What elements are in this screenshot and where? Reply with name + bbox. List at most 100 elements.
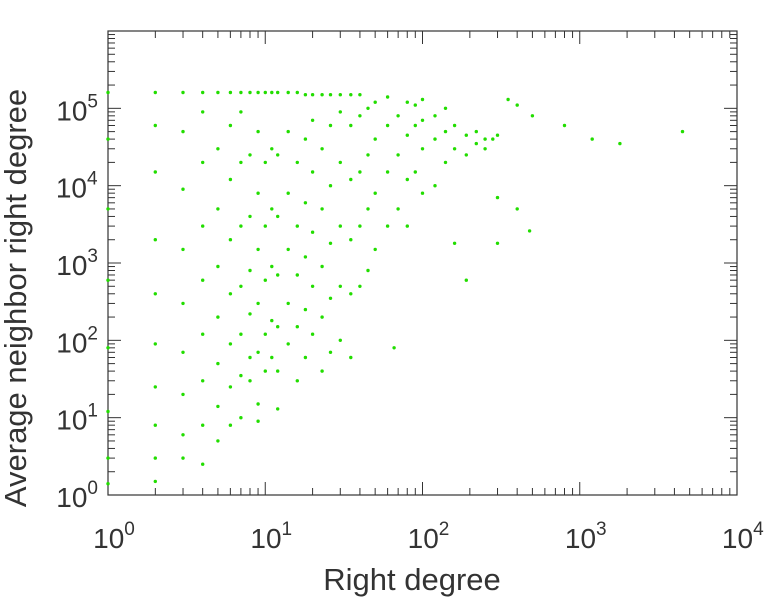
data-point <box>310 170 315 174</box>
data-point <box>328 350 333 354</box>
data-point <box>349 93 353 97</box>
data-point <box>338 110 342 114</box>
data-point <box>239 284 243 288</box>
tick-exponent: 2 <box>439 519 450 540</box>
data-point <box>303 201 308 205</box>
x-tick-labels: 100 101 102 103 104 <box>93 519 764 554</box>
y-tick-label: 102 <box>56 323 98 358</box>
x-tick-label: 100 <box>93 519 135 554</box>
data-point <box>452 147 457 151</box>
y-tick-label: 101 <box>56 401 98 436</box>
data-point <box>270 147 274 151</box>
data-point <box>239 160 243 165</box>
data-point <box>303 137 308 141</box>
data-point <box>228 177 233 182</box>
data-point <box>228 90 233 95</box>
data-point <box>349 177 353 182</box>
data-point <box>216 207 220 211</box>
data-point <box>276 273 280 277</box>
x-tick-label: 101 <box>250 519 292 554</box>
data-point <box>201 90 205 95</box>
data-point <box>153 123 157 128</box>
data-point <box>303 307 308 312</box>
data-point <box>320 369 324 373</box>
data-point <box>385 123 390 128</box>
data-point <box>106 90 110 95</box>
data-point <box>201 224 205 228</box>
data-point <box>396 153 400 157</box>
data-point <box>248 268 252 273</box>
data-point <box>248 312 252 316</box>
data-point <box>530 114 535 118</box>
data-point <box>303 93 308 97</box>
data-point <box>228 423 233 427</box>
data-point <box>483 137 487 141</box>
data-point <box>181 301 185 306</box>
data-point <box>216 264 220 269</box>
data-point <box>181 129 185 134</box>
data-point <box>680 129 685 134</box>
data-point <box>276 369 280 373</box>
data-points <box>106 90 685 486</box>
tick-base: 10 <box>250 523 281 554</box>
data-point <box>366 153 370 157</box>
data-point <box>396 114 400 118</box>
data-point <box>153 238 157 242</box>
data-point <box>263 90 267 95</box>
data-point <box>349 292 353 296</box>
data-point <box>413 123 417 128</box>
tick-exponent: 1 <box>87 401 98 422</box>
data-point <box>286 247 290 252</box>
data-point <box>405 100 409 104</box>
data-point <box>228 238 233 242</box>
data-point <box>420 118 425 123</box>
data-point <box>338 338 342 342</box>
data-point <box>420 147 425 151</box>
data-point <box>295 90 299 95</box>
data-point <box>181 433 185 437</box>
data-point <box>433 184 437 188</box>
data-point <box>413 103 417 107</box>
data-point <box>286 191 290 195</box>
data-point <box>328 296 333 300</box>
data-point <box>256 129 260 134</box>
data-point <box>286 90 290 95</box>
data-point <box>201 423 205 427</box>
data-point <box>248 153 252 157</box>
data-point <box>320 93 324 97</box>
data-point <box>256 419 260 423</box>
data-point <box>338 224 342 228</box>
data-point <box>491 137 495 141</box>
data-point <box>216 439 220 443</box>
data-point <box>248 90 252 95</box>
data-point <box>303 255 308 259</box>
tick-exponent: 4 <box>753 519 764 540</box>
data-point <box>256 350 260 354</box>
tick-base: 10 <box>56 95 87 126</box>
tick-exponent: 1 <box>282 519 293 540</box>
data-point <box>153 385 157 389</box>
data-point <box>106 207 110 211</box>
data-point <box>181 392 185 397</box>
data-point <box>328 241 333 245</box>
data-point <box>216 90 220 95</box>
data-point <box>328 93 333 97</box>
data-point <box>270 318 274 323</box>
y-tick-label: 104 <box>56 169 98 204</box>
data-point <box>385 224 390 228</box>
data-point <box>515 207 519 211</box>
data-point <box>474 141 478 146</box>
data-point <box>396 207 400 211</box>
tick-base: 10 <box>56 250 87 281</box>
data-point <box>338 160 342 165</box>
data-point <box>248 355 252 360</box>
data-point <box>153 479 157 484</box>
data-point <box>181 90 185 95</box>
data-point <box>433 137 437 141</box>
data-point <box>216 404 220 409</box>
data-point <box>153 292 157 296</box>
tick-exponent: 3 <box>596 519 607 540</box>
data-point <box>263 224 267 228</box>
data-point <box>270 264 274 269</box>
